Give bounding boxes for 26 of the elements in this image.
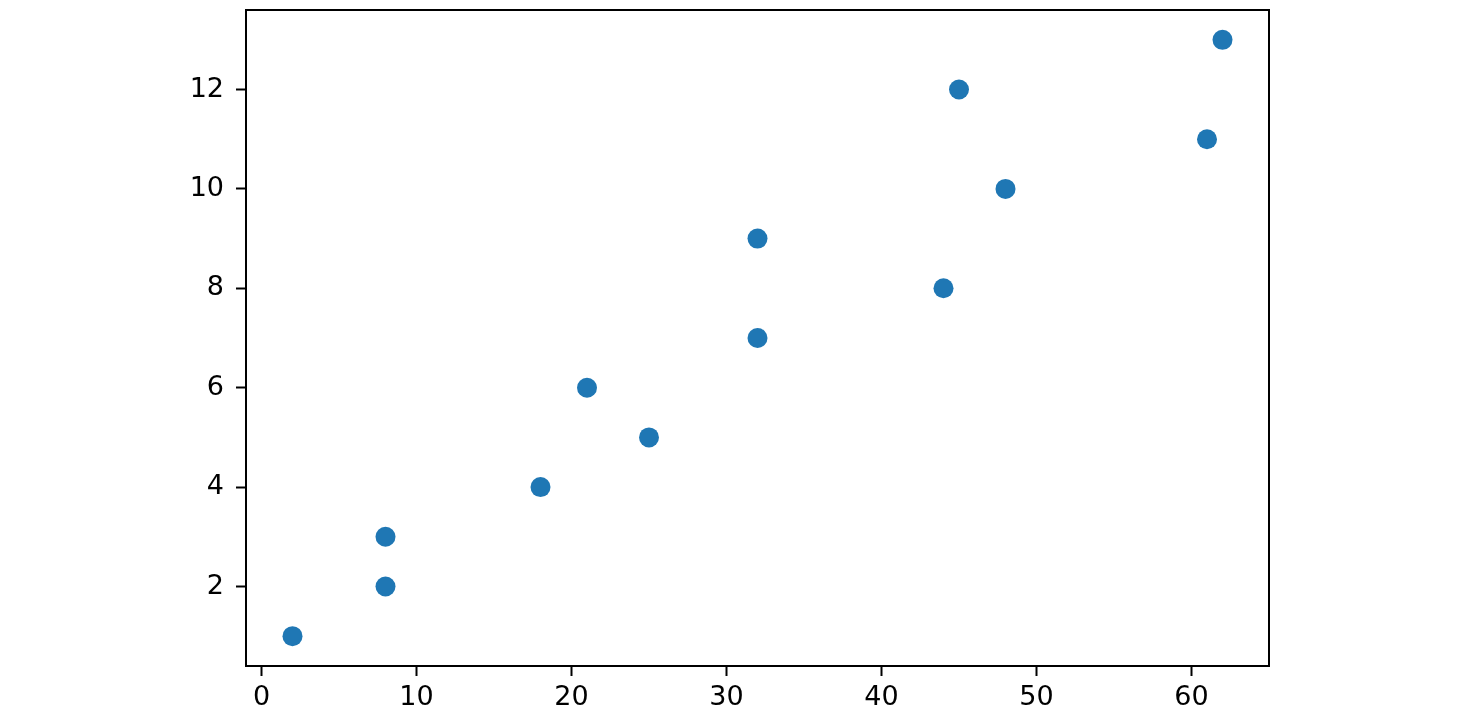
x-tick-label: 20 bbox=[554, 680, 589, 712]
point bbox=[747, 228, 768, 249]
y-tick-label: 12 bbox=[189, 71, 224, 103]
y-tick-label: 4 bbox=[206, 469, 224, 501]
x-tick-label: 50 bbox=[1019, 680, 1054, 712]
point bbox=[375, 526, 396, 547]
x-tick-label: 60 bbox=[1174, 680, 1209, 712]
y-tick-label: 2 bbox=[206, 568, 224, 600]
point bbox=[933, 278, 954, 299]
point bbox=[747, 328, 768, 348]
x-tick-label: 10 bbox=[399, 680, 434, 712]
point bbox=[1212, 29, 1233, 50]
y-tick-label: 10 bbox=[189, 170, 224, 202]
y-tick-label: 8 bbox=[206, 270, 224, 302]
x-tick-label: 40 bbox=[864, 680, 899, 712]
point bbox=[375, 576, 396, 597]
point bbox=[949, 79, 969, 100]
point bbox=[577, 377, 597, 398]
x-tick-label: 0 bbox=[252, 680, 271, 712]
point bbox=[530, 477, 551, 498]
point bbox=[1197, 129, 1217, 150]
y-tick-label: 6 bbox=[206, 369, 224, 401]
point bbox=[639, 427, 659, 448]
point bbox=[282, 626, 303, 647]
point bbox=[995, 178, 1016, 199]
x-tick-label: 30 bbox=[709, 680, 744, 712]
